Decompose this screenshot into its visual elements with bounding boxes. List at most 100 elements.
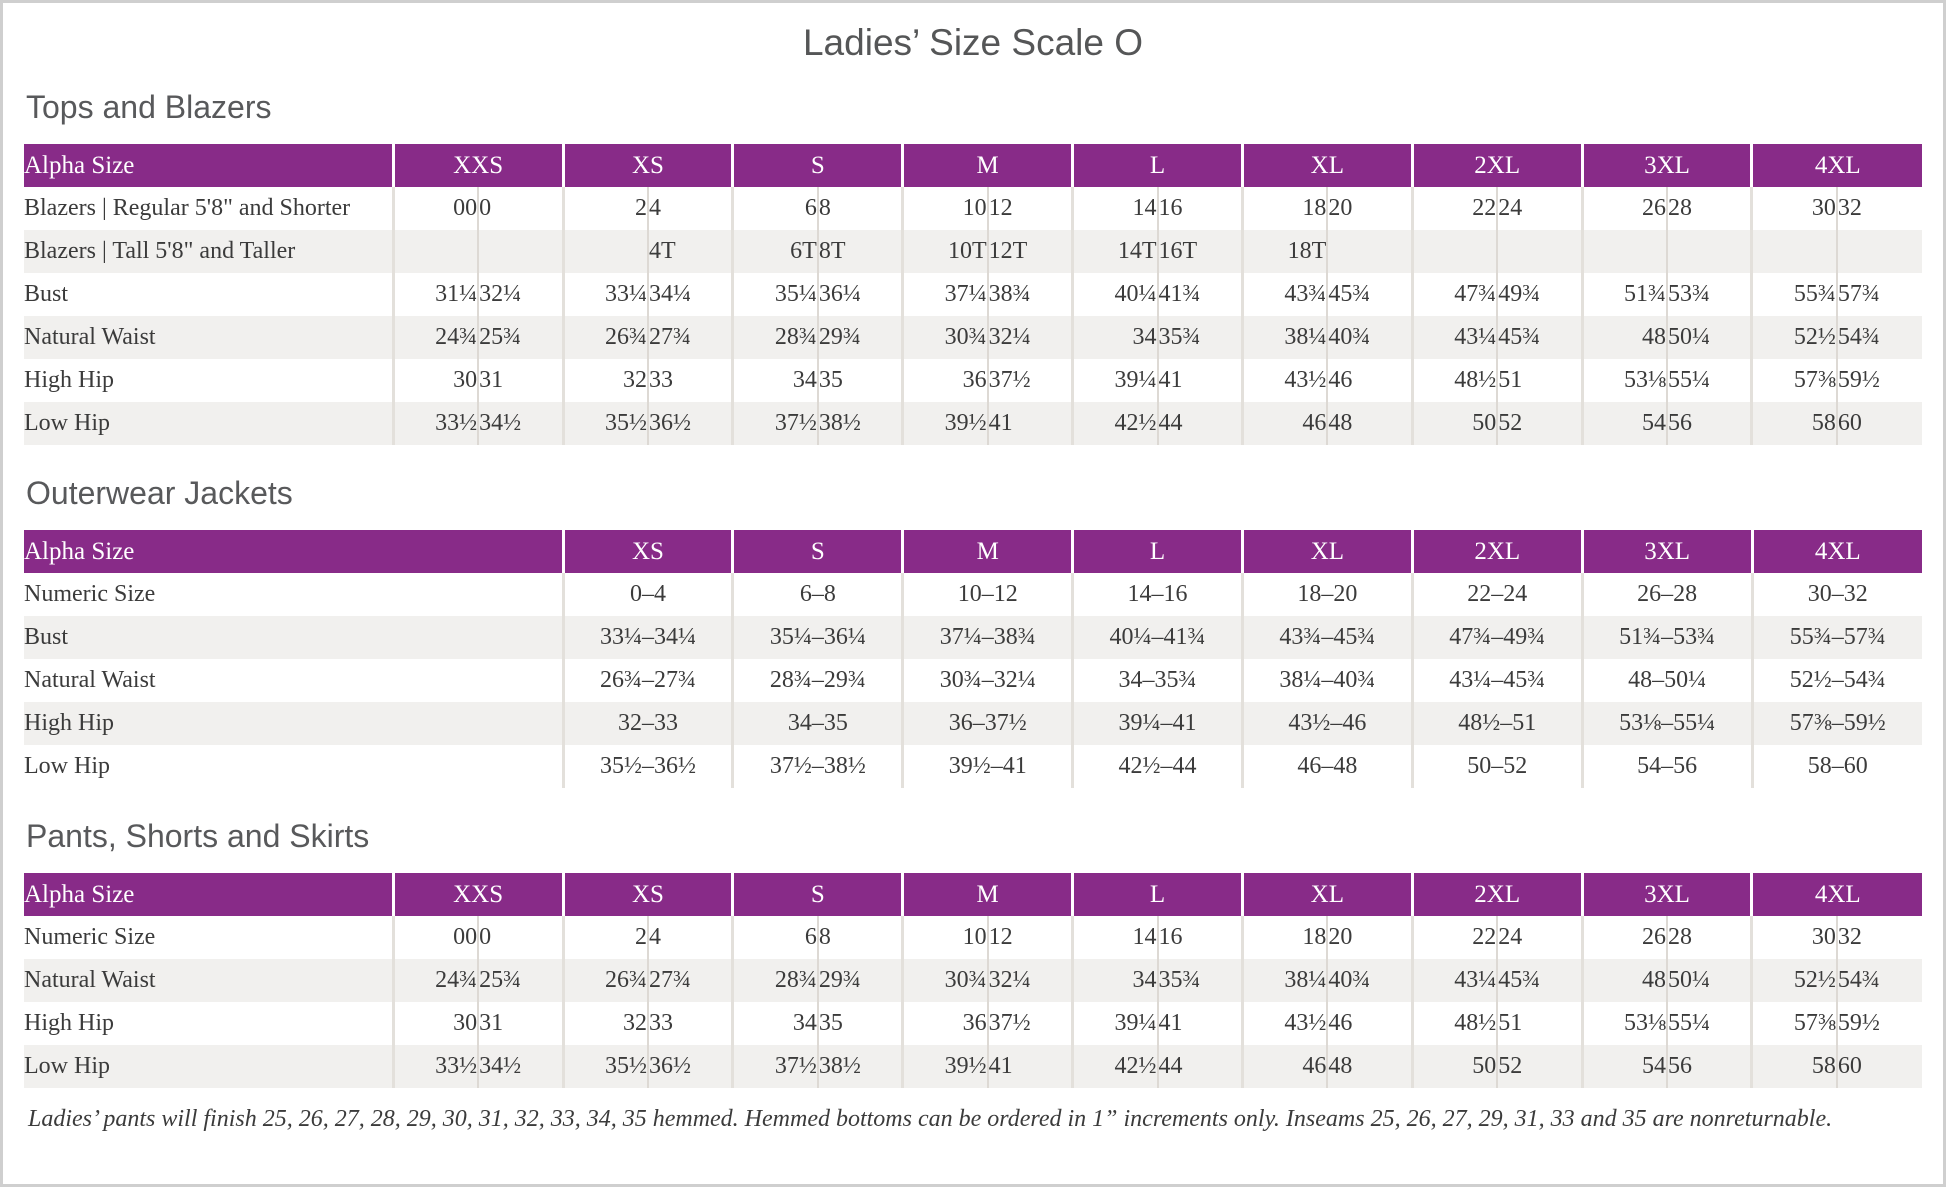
size-value: 30 [1750,187,1837,230]
size-value: 43½ [1240,1002,1328,1045]
size-value: 51 [1496,359,1583,402]
size-value: 10T [901,230,988,273]
size-value: 24¾ [391,959,479,1002]
row-label: High Hip [24,1010,114,1036]
size-value: 30 [1750,916,1837,959]
size-value: 58 [1750,402,1837,445]
row-label: High Hip [24,702,564,745]
size-value: 14T [1071,230,1158,273]
size-value [561,230,648,273]
size-value: 54¾ [1835,316,1922,359]
size-value: 26–28 [1580,573,1753,616]
size-value: 6 [731,187,818,230]
size-value: 53⅛ [1580,1002,1668,1045]
size-value: 32 [1835,916,1922,959]
column-header-3xl: 3XL [1580,530,1753,573]
size-value: 30¾–32¼ [901,659,1073,702]
table-row: High Hip 30 31 32 33 34 35 36 37½ 39¼ 41 43½ 46 48½ 51… [24,1002,1922,1045]
size-value: 60 [1835,1045,1922,1088]
size-value: 39¼ [1071,1002,1158,1045]
size-value: 38¼–40¾ [1240,659,1413,702]
size-value: 33½ [391,402,479,445]
row-label: Bust [24,281,69,307]
size-value: 36¼ [816,273,903,316]
size-value: 24 [1496,187,1583,230]
size-value: 42½ [1071,402,1158,445]
size-value: 58–60 [1750,745,1922,788]
size-value: 28 [1666,916,1752,959]
page-title: Ladies’ Size Scale O [802,22,1144,63]
size-value: 51¾ [1580,273,1668,316]
size-value: 18T [1240,230,1328,273]
size-value: 12 [986,187,1073,230]
size-value: 41 [986,1045,1073,1088]
alpha-size-header: Alpha Size [24,530,564,573]
size-value: 30 [391,359,479,402]
size-value: 38¼ [1240,959,1328,1002]
table-row: Low Hip 33½ 34½ 35½ 36½ 37½ 38½ 39½ 41 42½ 44 46 48 5… [24,402,1922,445]
size-value: 37½ [986,359,1073,402]
column-header-s: S [731,530,903,573]
size-value: 29¾ [816,316,903,359]
size-value: 12 [986,916,1073,959]
table-row: Natural Waist 26¾–27¾ 28¾–29¾ 30¾–32¼ 34–35¾… [24,659,1922,702]
size-value [477,230,564,273]
row-label: Natural Waist [24,667,156,693]
alpha-size-header: Alpha Size [24,873,394,916]
size-value: 4 [646,187,733,230]
size-value: 33¼ [561,273,648,316]
size-value: 46 [1326,1002,1413,1045]
size-value: 2 [561,187,648,230]
row-label: Natural Waist [24,316,394,359]
size-value: 35¼–36¼ [731,616,903,659]
size-value: 52½–54¾ [1750,659,1922,702]
size-value: 42½–44 [1071,745,1243,788]
size-value: 10 [901,916,988,959]
section-tops-and-blazers: Tops and Blazers Alpha Size XXS XS S M L XL 2XL… [24,85,1922,445]
table-row: Low Hip 33½ 34½ 35½ 36½ 37½ 38½ 39½ 41 42½ 44 46 48 5… [24,1045,1922,1088]
row-label: Numeric Size [24,924,156,950]
size-value [1410,230,1498,273]
size-value: 35¼ [731,273,818,316]
column-header-2xl: 2XL [1410,530,1583,573]
column-header-m: M [901,873,1073,916]
table-row: Blazers | Regular 5'8" and Shorter 00 0 2 4 6… [24,187,1922,230]
size-value: 32¼ [477,273,564,316]
size-value: 57¾ [1835,273,1922,316]
size-value: 22–24 [1410,573,1583,616]
size-value: 0–4 [561,573,733,616]
size-value: 35 [816,1002,903,1045]
size-value: 18 [1240,916,1328,959]
size-value: 48 [1326,402,1413,445]
size-value: 39½ [901,1045,988,1088]
size-value [1580,230,1668,273]
size-value: 37¼–38¾ [901,616,1073,659]
size-value: 48½ [1410,1002,1498,1045]
size-value: 36 [901,1002,988,1045]
size-value: 48 [1326,1045,1413,1088]
size-value: 34 [731,359,818,402]
column-header-4xl: 4XL [1750,144,1922,187]
row-label: Bust [24,616,564,659]
size-value: 36½ [646,402,733,445]
size-value: 50 [1410,1045,1498,1088]
size-value [1666,230,1752,273]
row-label: Low Hip [24,753,110,779]
row-label: Numeric Size [24,581,156,607]
section-title-outerwear-jackets: Outerwear Jackets [26,475,293,511]
size-value: 32 [561,1002,648,1045]
column-header-4xl: 4XL [1750,530,1922,573]
size-value: 53¾ [1666,273,1752,316]
size-value [1835,230,1922,273]
size-value: 52 [1496,402,1583,445]
size-value: 54–56 [1580,745,1753,788]
header-row: Alpha Size XXS XS S M L XL 2XL 3XL 4XL [24,873,1922,916]
column-header-l: L [1071,144,1243,187]
section-outerwear-jackets: Outerwear Jackets Alpha Size XS S M L XL 2XL 3X… [24,471,1922,788]
size-value: 14–16 [1071,573,1243,616]
size-value: 56 [1666,402,1752,445]
size-value: 45¾ [1496,959,1583,1002]
size-value: 57⅜–59½ [1750,702,1922,745]
size-value: 36 [901,359,988,402]
